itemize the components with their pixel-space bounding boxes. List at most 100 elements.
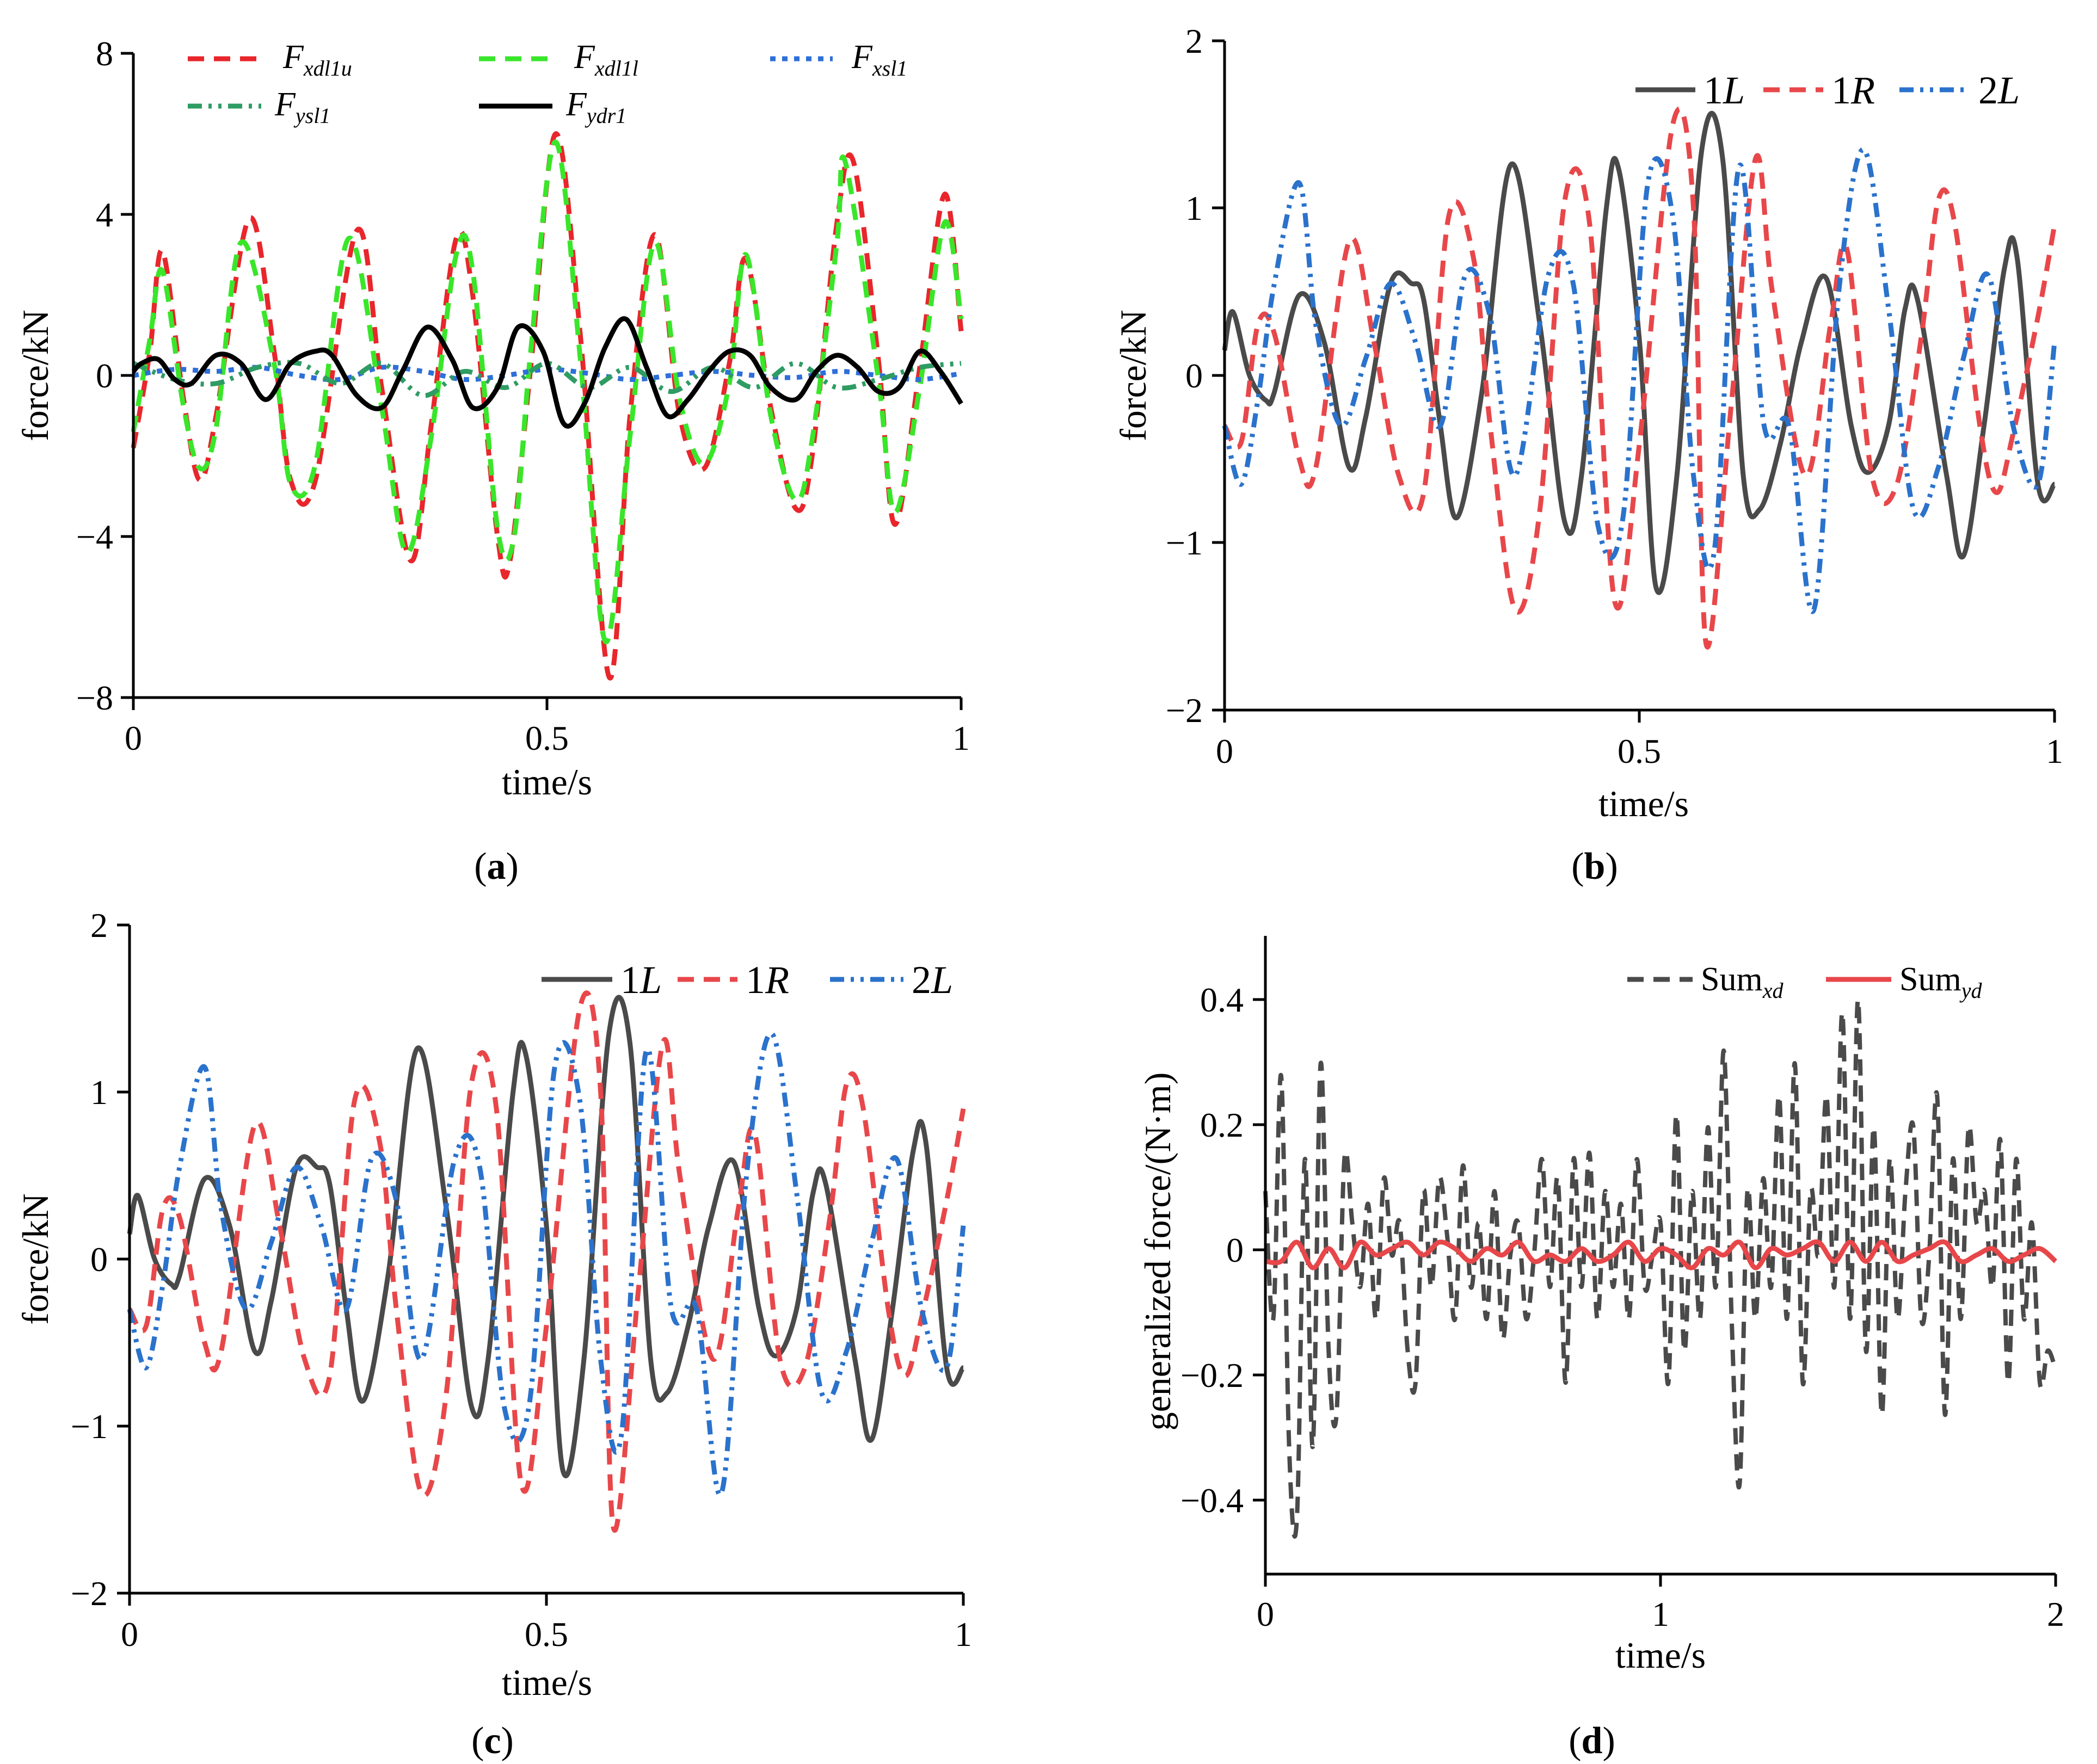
- legend-entry: 2L: [830, 958, 953, 1002]
- panel-d-caption: (d): [1569, 1720, 1615, 1762]
- panel-d-ytick-label: 0: [1226, 1231, 1244, 1269]
- legend-label-num: 1: [1831, 69, 1851, 112]
- svg-text:Fxdl1l: Fxdl1l: [574, 39, 638, 81]
- legend-label-base: F: [274, 86, 296, 123]
- panel-b-xtick-label: 1: [2046, 732, 2063, 770]
- panel-d-ytick-label: −0.4: [1180, 1481, 1244, 1520]
- svg-text:Sumxd: Sumxd: [1701, 961, 1784, 1003]
- svg-text:Sumyd: Sumyd: [1899, 961, 1982, 1003]
- svg-text:2L: 2L: [912, 958, 953, 1002]
- panel-c-xtick-label: 0.5: [525, 1615, 568, 1654]
- panel-c-ytick-label: 1: [90, 1073, 108, 1112]
- panel-d-y-ticks: 0.4 0.2 0 −0.2 −0.4: [1180, 980, 1265, 1520]
- panel-c-ytick-label: 0: [90, 1240, 108, 1279]
- panel-a-ytick-label: 8: [96, 34, 113, 73]
- svg-text:Fydr1: Fydr1: [565, 86, 626, 128]
- svg-text:1R: 1R: [1831, 69, 1875, 112]
- svg-text:1L: 1L: [620, 958, 662, 1002]
- panel-c-xlabel: time/s: [502, 1662, 592, 1703]
- panel-c-lines: [127, 990, 966, 1533]
- panel-c-ytick-label: −2: [71, 1574, 108, 1613]
- series-line-f-xdl1l: [131, 139, 964, 645]
- panel-d-xtick-label: 2: [2047, 1595, 2064, 1633]
- panel-b-xtick-label: 0: [1216, 732, 1233, 770]
- legend-label-sub: xsl1: [872, 56, 907, 81]
- series-line-1l: [1222, 110, 2057, 595]
- panel-d-ytick-label: 0.4: [1200, 980, 1244, 1019]
- panel-b-xtick-label: 0.5: [1618, 732, 1661, 770]
- panel-d-ytick-label: −0.2: [1180, 1356, 1244, 1395]
- svg-text:Fxdl1u: Fxdl1u: [282, 39, 352, 81]
- legend-label-base: F: [574, 39, 595, 76]
- panel-d-xtick-label: 1: [1652, 1595, 1669, 1633]
- panel-d: 0.4 0.2 0 −0.2 −0.4 0 1 2 time/s general…: [1137, 936, 2064, 1762]
- legend-entry: Sumxd: [1627, 961, 1784, 1003]
- series-line-2l: [1222, 147, 2057, 614]
- panel-a-legend: Fxdl1u Fxdl1l Fxsl1 Fysl1 Fydr1: [188, 39, 907, 128]
- legend-label-num: 1: [620, 958, 640, 1002]
- legend-label-letter: R: [1850, 69, 1875, 112]
- legend-label-base: F: [565, 86, 587, 123]
- panel-b-ytick-label: 1: [1185, 189, 1203, 227]
- panel-d-lines: [1263, 997, 2058, 1539]
- series-line-f-ysl1: [132, 360, 962, 398]
- legend-entry: 1R: [678, 958, 789, 1002]
- series-line-1r: [127, 990, 966, 1533]
- svg-text:2L: 2L: [1978, 69, 2020, 112]
- panel-b-legend: 1L 1R 2L: [1635, 69, 2020, 112]
- legend-label-letter: L: [1997, 69, 2020, 112]
- legend-entry: 1L: [542, 958, 662, 1002]
- panel-c-ytick-label: −1: [71, 1407, 108, 1446]
- panel-c-xtick-label: 0: [121, 1615, 138, 1654]
- panel-a-y-ticks: 8 4 0 −4 −8: [76, 34, 133, 717]
- panel-d-xlabel: time/s: [1615, 1635, 1706, 1676]
- legend-entry: 1L: [1635, 69, 1745, 112]
- panel-d-ylabel: generalized force/(N·m): [1137, 1072, 1178, 1431]
- panel-d-ytick-label: 0.2: [1200, 1106, 1244, 1144]
- legend-label-base: F: [282, 39, 304, 76]
- legend-label-letter: L: [639, 958, 662, 1002]
- series-line-2l: [127, 1031, 966, 1497]
- legend-label-num: 1: [746, 958, 765, 1002]
- legend-entry: Fydr1: [479, 86, 626, 128]
- panel-a: 8 4 0 −4 −8 0 0.5 1 time/s force/kN Fxdl…: [15, 34, 970, 887]
- series-line-1l: [127, 995, 966, 1478]
- legend-entry: Fxdl1l: [479, 39, 638, 81]
- panel-c-caption: (c): [471, 1720, 514, 1762]
- legend-label-base: Sum: [1701, 961, 1763, 998]
- legend-entry: 1R: [1763, 69, 1875, 112]
- panel-c-ylabel: force/kN: [15, 1193, 56, 1325]
- legend-entry: 2L: [1899, 69, 2020, 112]
- panel-b-ytick-label: 2: [1185, 22, 1203, 60]
- series-line-sum-xd: [1263, 997, 2058, 1539]
- panel-a-ytick-label: 0: [96, 356, 113, 395]
- panel-d-legend: Sumxd Sumyd: [1627, 961, 1982, 1003]
- panel-b-ytick-label: −2: [1166, 691, 1203, 730]
- panel-c-x-ticks: 0 0.5 1: [121, 1593, 972, 1654]
- legend-label-letter: L: [931, 958, 953, 1002]
- legend-entry: Sumyd: [1826, 961, 1982, 1003]
- panel-a-xtick-label: 0.5: [525, 719, 569, 757]
- series-line-f-ydr1: [131, 316, 963, 429]
- panel-a-xtick-label: 1: [952, 719, 970, 757]
- svg-text:1R: 1R: [746, 958, 789, 1002]
- panel-a-ytick-label: −8: [76, 679, 113, 717]
- series-line-sum-yd: [1265, 1239, 2058, 1270]
- legend-label-sub: yd: [1959, 978, 1983, 1003]
- panel-a-ytick-label: −4: [76, 517, 113, 556]
- panel-c-legend: 1L 1R 2L: [542, 958, 953, 1002]
- panel-c-ytick-label: 2: [90, 906, 108, 945]
- panel-b-ytick-label: −1: [1166, 523, 1203, 562]
- legend-entry: Fxsl1: [770, 39, 907, 81]
- panel-c-xtick-label: 1: [955, 1615, 972, 1654]
- legend-label-base: F: [851, 39, 873, 76]
- svg-text:Fxsl1: Fxsl1: [851, 39, 907, 81]
- panel-a-lines: [131, 131, 964, 681]
- legend-entry: Fysl1: [188, 86, 330, 128]
- panel-b-y-ticks: 2 1 0 −1 −2: [1166, 22, 1225, 730]
- panel-d-x-ticks: 0 1 2: [1257, 1574, 2064, 1633]
- series-line-1r: [1222, 106, 2057, 650]
- panel-b-lines: [1222, 106, 2057, 650]
- legend-label-base: Sum: [1899, 961, 1961, 998]
